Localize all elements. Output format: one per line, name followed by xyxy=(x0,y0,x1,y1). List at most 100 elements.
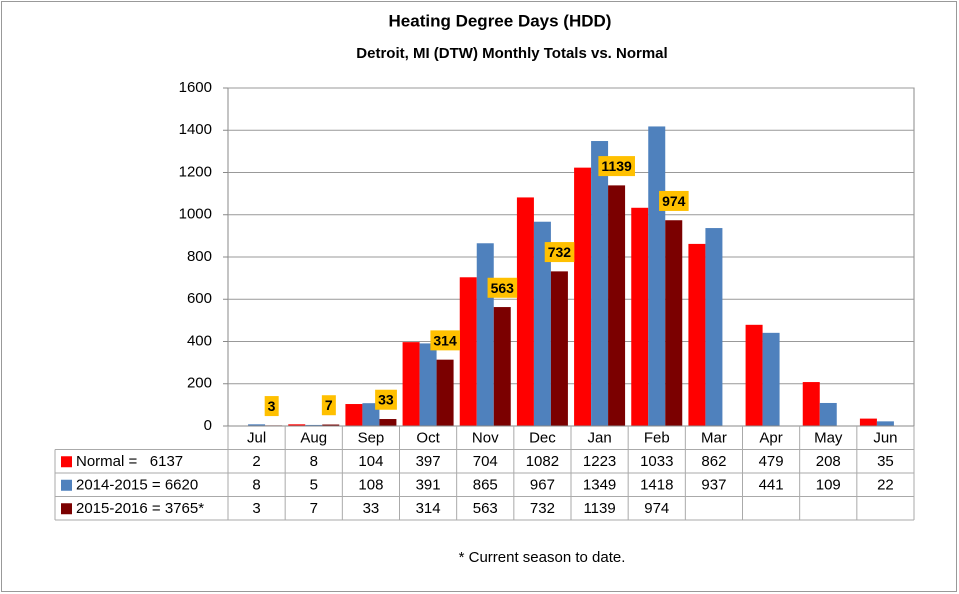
table-cell: 208 xyxy=(816,453,841,470)
data-label-box xyxy=(430,330,460,351)
data-label: 563 xyxy=(491,280,515,296)
bar xyxy=(745,324,763,426)
x-tick-label: Jul xyxy=(247,430,266,447)
table-cell: 35 xyxy=(877,453,894,470)
bar xyxy=(591,141,609,426)
table-cell: 441 xyxy=(759,477,784,494)
bar xyxy=(288,424,306,426)
data-label-box xyxy=(659,190,689,211)
bar xyxy=(345,404,363,426)
bar xyxy=(248,424,266,426)
table-cell: 8 xyxy=(252,477,260,494)
bar xyxy=(493,307,511,426)
data-label-box xyxy=(375,389,397,410)
table-cell: 865 xyxy=(473,477,498,494)
bar xyxy=(859,418,877,426)
data-label: 3 xyxy=(268,398,276,414)
legend-label: 2015-2016 = 3765* xyxy=(76,500,204,517)
bar xyxy=(476,243,494,426)
x-tick-label: Dec xyxy=(529,430,556,447)
bar xyxy=(819,402,837,426)
data-label: 33 xyxy=(378,392,394,408)
bar xyxy=(550,271,568,426)
data-label-box xyxy=(598,156,635,177)
y-tick-label: 0 xyxy=(204,417,212,434)
x-tick-label: May xyxy=(814,430,843,447)
data-label-box xyxy=(321,395,336,416)
bar xyxy=(665,220,683,426)
legend-swatch xyxy=(61,503,72,515)
y-tick-label: 600 xyxy=(187,290,212,307)
bar xyxy=(802,382,820,426)
x-tick-label: Jan xyxy=(587,430,611,447)
x-tick-label: Aug xyxy=(300,430,327,447)
table-cell: 314 xyxy=(416,500,441,517)
table-cell: 862 xyxy=(701,453,726,470)
bar xyxy=(688,243,706,426)
table-cell: 479 xyxy=(759,453,784,470)
data-label: 314 xyxy=(433,332,457,348)
data-label: 974 xyxy=(662,193,686,209)
bar xyxy=(705,228,723,426)
data-label-box xyxy=(487,277,518,298)
bar xyxy=(608,185,626,426)
table-cell: 967 xyxy=(530,477,555,494)
y-tick-label: 1400 xyxy=(179,121,212,138)
bar xyxy=(631,207,649,426)
table-cell: 109 xyxy=(816,477,841,494)
footnote: * Current season to date. xyxy=(459,549,626,566)
table-cell: 937 xyxy=(701,477,726,494)
table-cell: 1082 xyxy=(526,453,559,470)
x-tick-label: Nov xyxy=(472,430,499,447)
y-tick-label: 1200 xyxy=(179,163,212,180)
table-cell: 104 xyxy=(358,453,383,470)
legend-swatch xyxy=(61,456,72,468)
y-tick-label: 400 xyxy=(187,332,212,349)
table-cell: 563 xyxy=(473,500,498,517)
bar xyxy=(436,359,454,426)
x-tick-label: Jun xyxy=(873,430,897,447)
bar xyxy=(574,167,592,427)
table-cell: 22 xyxy=(877,477,894,494)
legend-label: 2014-2015 = 6620 xyxy=(76,477,198,494)
x-tick-label: Feb xyxy=(644,430,670,447)
table-cell: 974 xyxy=(644,500,669,517)
table-cell: 704 xyxy=(473,453,498,470)
chart-subtitle: Detroit, MI (DTW) Monthly Totals vs. Nor… xyxy=(356,45,667,62)
bar xyxy=(533,221,551,426)
table-cell: 732 xyxy=(530,500,555,517)
data-label-box xyxy=(544,242,575,263)
x-tick-label: Oct xyxy=(416,430,440,447)
y-tick-label: 200 xyxy=(187,375,212,392)
y-tick-label: 1000 xyxy=(179,206,212,223)
table-cell: 8 xyxy=(310,453,318,470)
table-cell: 33 xyxy=(363,500,380,517)
table-cell: 397 xyxy=(416,453,441,470)
table-cell: 1418 xyxy=(640,477,673,494)
bar xyxy=(762,332,780,426)
x-tick-label: Sep xyxy=(358,430,385,447)
bar xyxy=(516,197,534,426)
bar xyxy=(876,421,894,426)
table-cell: 1139 xyxy=(583,500,615,517)
table-cell: 2 xyxy=(252,453,260,470)
table-cell: 5 xyxy=(310,477,318,494)
bar xyxy=(459,277,477,426)
chart-title: Heating Degree Days (HDD) xyxy=(389,11,612,30)
data-label: 732 xyxy=(548,244,572,260)
bar xyxy=(322,424,340,426)
bar xyxy=(648,126,666,426)
table-cell: 1349 xyxy=(583,477,616,494)
table-cell: 1223 xyxy=(583,453,616,470)
legend-swatch xyxy=(61,479,72,491)
data-label-box xyxy=(264,396,279,417)
table-cell: 3 xyxy=(252,500,260,517)
legend-label: Normal = 6137 xyxy=(76,453,183,470)
data-label: 1139 xyxy=(601,158,632,174)
bar xyxy=(305,424,323,426)
table-cell: 1033 xyxy=(640,453,673,470)
y-tick-label: 800 xyxy=(187,248,212,265)
x-tick-label: Apr xyxy=(759,430,782,447)
x-tick-label: Mar xyxy=(701,430,727,447)
